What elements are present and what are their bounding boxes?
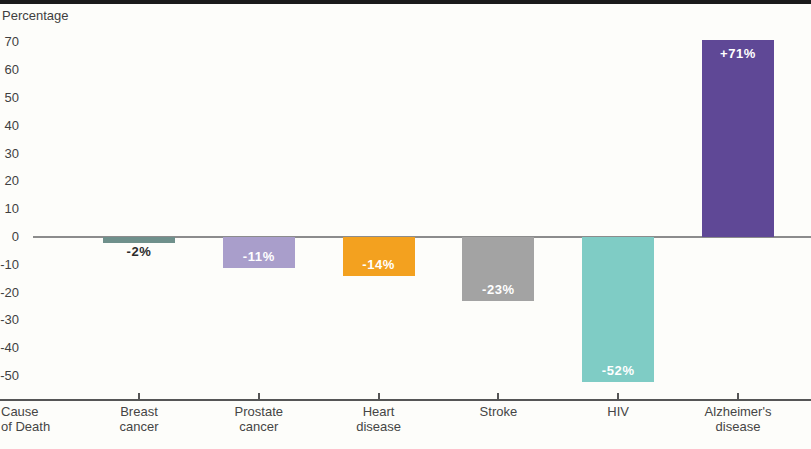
value-label-prostate-cancer: -11% <box>243 250 275 263</box>
x-axis-title: Cause of Death <box>1 404 50 434</box>
x-tick-heart-disease <box>378 393 380 401</box>
top-border-line <box>0 0 811 4</box>
x-category-label-alzheimers-disease: Alzheimer's disease <box>680 404 796 434</box>
x-category-label-breast-cancer: Breast cancer <box>81 404 197 434</box>
x-tick-stroke <box>497 393 499 401</box>
x-tick-prostate-cancer <box>258 393 260 401</box>
x-tick-breast-cancer <box>138 393 140 401</box>
x-tick-alzheimers-disease <box>737 393 739 401</box>
x-category-label-stroke: Stroke <box>440 404 556 419</box>
x-category-label-heart-disease: Heart disease <box>321 404 437 434</box>
value-label-stroke: -23% <box>482 283 515 296</box>
bar-hiv: -52% <box>582 237 654 382</box>
y-tick-label--30: -30 <box>0 312 19 328</box>
y-tick-label-60: 60 <box>0 62 19 78</box>
value-label-alzheimers-disease: +71% <box>720 47 756 60</box>
x-axis-line <box>0 399 811 401</box>
x-category-label-hiv: HIV <box>560 404 676 419</box>
bar-alzheimers-disease: +71% <box>702 40 774 237</box>
bar-breast-cancer <box>103 237 175 243</box>
chart-canvas: Percentage 70 60 50 40 30 20 10 0 -10 -20 -30 -40 -5… <box>0 0 811 449</box>
y-tick-label--40: -40 <box>0 340 19 356</box>
y-tick-label-20: 20 <box>0 173 19 189</box>
y-tick-label-30: 30 <box>0 146 19 162</box>
y-tick-label--20: -20 <box>0 285 19 301</box>
bar-heart-disease: -14% <box>343 237 415 276</box>
value-label-hiv: -52% <box>602 364 635 377</box>
y-axis-title: Percentage <box>2 8 69 23</box>
y-tick-label-40: 40 <box>0 118 19 134</box>
value-label-heart-disease: -14% <box>362 258 395 271</box>
bar-prostate-cancer: -11% <box>223 237 295 268</box>
y-tick-label-50: 50 <box>0 90 19 106</box>
y-tick-label-0: 0 <box>0 229 19 245</box>
x-tick-hiv <box>617 393 619 401</box>
bar-stroke: -23% <box>462 237 534 301</box>
y-tick-label-70: 70 <box>0 34 19 50</box>
value-label-breast-cancer: -2% <box>103 245 175 258</box>
y-tick-label--50: -50 <box>0 368 19 384</box>
y-tick-label--10: -10 <box>0 257 19 273</box>
y-tick-label-10: 10 <box>0 201 19 217</box>
x-category-label-prostate-cancer: Prostate cancer <box>201 404 317 434</box>
